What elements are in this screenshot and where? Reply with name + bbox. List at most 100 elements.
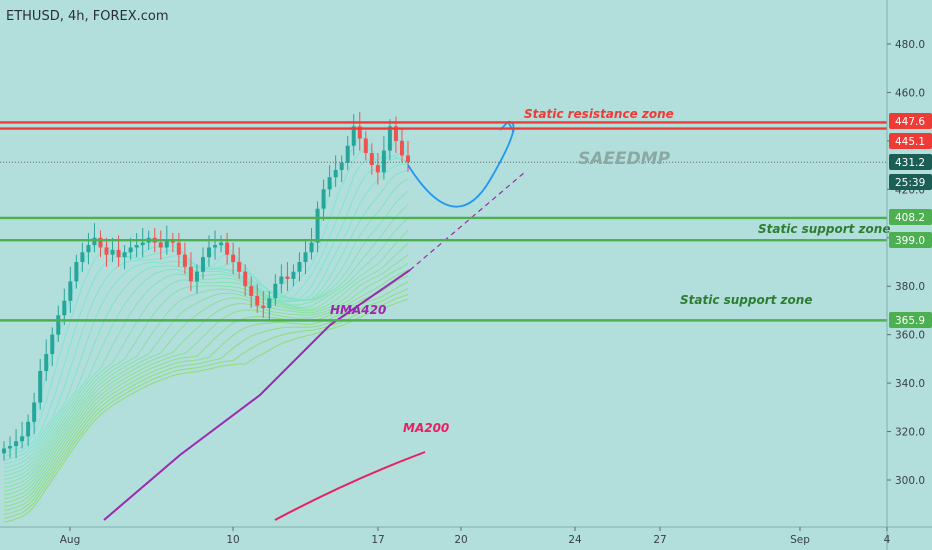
candle-body <box>140 242 145 246</box>
candle-body <box>98 237 103 248</box>
candle-body <box>345 145 350 163</box>
candle-body <box>104 247 109 255</box>
ma-ribbon-line <box>3 148 409 453</box>
candle-body <box>92 237 97 246</box>
price-label-box <box>889 312 932 328</box>
ma-ribbon-line <box>3 163 408 465</box>
ma-ribbon-line <box>3 170 409 469</box>
candle-body <box>32 402 37 422</box>
candle-body <box>255 295 260 306</box>
candle-body <box>176 242 181 255</box>
ma-ribbon-line <box>3 269 409 504</box>
candle-body <box>207 247 212 258</box>
price-label-support: 365.9 <box>895 315 925 327</box>
price-label-support: 408.2 <box>895 212 925 224</box>
candle-body <box>134 245 139 248</box>
price-label-box <box>889 209 932 225</box>
candle-body <box>50 334 55 355</box>
candle-body <box>219 242 224 246</box>
candle-body <box>243 271 248 287</box>
annotation-ma200: MA200 <box>403 421 449 435</box>
candle-body <box>62 300 67 316</box>
ma-ribbon-line <box>3 204 409 480</box>
ma-ribbon-line <box>3 293 409 519</box>
time-tick-label: Sep <box>790 534 810 546</box>
candle-body <box>351 126 356 146</box>
candle-body <box>194 271 199 282</box>
annotation-support: Static support zone <box>758 222 890 236</box>
price-tick-label: 460.0 <box>895 87 925 99</box>
ma-ribbon-line <box>3 275 409 508</box>
candle-body <box>369 153 374 166</box>
price-label-box <box>889 133 932 149</box>
levels-layer <box>0 121 887 322</box>
time-tick-label: 20 <box>454 534 467 546</box>
candle-body <box>363 138 368 153</box>
candle-body <box>327 177 332 190</box>
price-tick-label: 480.0 <box>895 39 925 51</box>
candle-body <box>231 254 236 262</box>
ma-ribbon-line <box>3 157 409 461</box>
price-label-support: 399.0 <box>895 235 925 247</box>
candle-body <box>182 254 187 267</box>
candle-body <box>26 421 31 437</box>
annotation-resistance: Static resistance zone <box>524 107 674 121</box>
candle-body <box>170 240 175 243</box>
price-label-resistance: 447.6 <box>895 116 925 128</box>
price-label-box <box>889 174 932 190</box>
forecast-path <box>407 121 515 208</box>
ma-ribbon-line <box>3 243 409 492</box>
candle-body <box>375 165 380 173</box>
candle-body <box>285 276 290 279</box>
indicator-layer <box>103 120 526 521</box>
candle-body <box>56 315 61 335</box>
candle-body <box>225 242 230 255</box>
time-tick-label: 4 <box>884 534 891 546</box>
candle-body <box>406 155 410 163</box>
candle-body <box>261 305 266 309</box>
candle-body <box>8 446 13 449</box>
price-label-last: 431.2 <box>895 157 925 169</box>
annotation-hma: HMA420 <box>330 303 386 317</box>
price-tick-label: 340.0 <box>895 378 925 390</box>
candle-body <box>291 271 296 279</box>
candle-body <box>297 262 302 272</box>
candles-layer <box>2 111 410 523</box>
candle-body <box>38 371 43 403</box>
candle-body <box>315 208 320 243</box>
candle-body <box>86 245 91 253</box>
annotation-support: Static support zone <box>680 293 812 307</box>
candle-body <box>321 189 326 209</box>
candle-body <box>158 242 163 248</box>
price-tick-label: 380.0 <box>895 281 925 293</box>
time-tick-label: 10 <box>226 534 239 546</box>
candle-body <box>44 354 49 371</box>
candle-body <box>393 126 398 141</box>
candle-body <box>188 266 193 282</box>
candle-body <box>20 436 25 442</box>
candle-body <box>381 150 386 173</box>
candle-body <box>122 252 127 258</box>
price-label-resistance: 445.1 <box>895 136 925 148</box>
price-tick-label: 320.0 <box>895 427 925 439</box>
candle-body <box>68 281 73 301</box>
candle-body <box>237 262 242 272</box>
watermark: SAEEDMP <box>578 149 671 169</box>
ma-ribbon-line <box>3 178 409 473</box>
candle-body <box>14 441 19 447</box>
ma-ribbon-line <box>3 254 409 496</box>
time-tick-label: Aug <box>60 534 81 546</box>
candle-body <box>249 286 254 296</box>
candle-body <box>273 283 278 299</box>
annotation-layer: Static resistance zone Static support zon… <box>330 107 890 435</box>
price-label-box <box>889 232 932 248</box>
symbol-title: ETHUSD, 4h, FOREX.com <box>6 9 169 24</box>
candle-body <box>267 298 272 309</box>
price-label-box <box>889 154 932 170</box>
candle-body <box>387 126 392 151</box>
hma420-projection <box>409 171 526 271</box>
time-tick-label: 17 <box>371 534 384 546</box>
